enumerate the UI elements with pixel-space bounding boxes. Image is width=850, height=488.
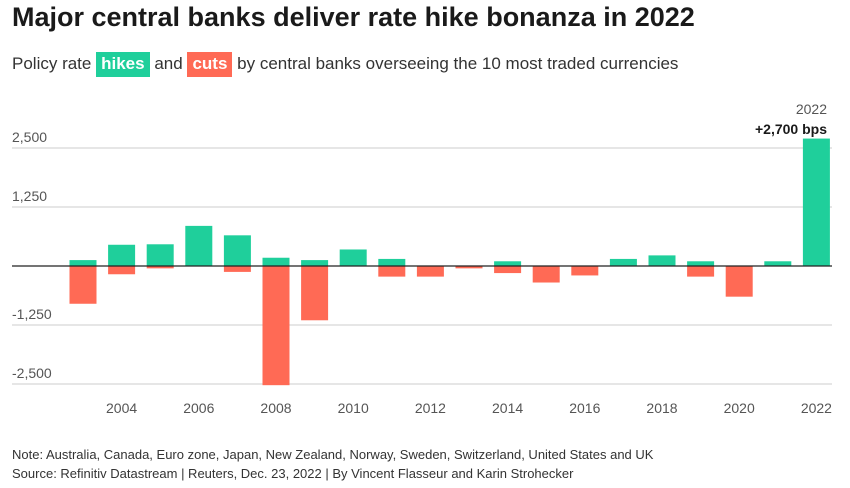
cut-bar (494, 266, 522, 274)
cut-bar (146, 266, 174, 269)
hike-bar (185, 225, 213, 266)
footer-note: Note: Australia, Canada, Euro zone, Japa… (12, 447, 654, 462)
x-tick-label: 2012 (415, 400, 446, 416)
annotation: 2022 +2,700 bps (755, 101, 827, 137)
subtitle-text-start: Policy rate (12, 54, 92, 73)
y-tick-label: -1,250 (12, 306, 52, 322)
subtitle-text-middle: and (154, 54, 183, 73)
annotation-value-label: +2,700 bps (755, 121, 827, 137)
cut-bar (725, 266, 753, 297)
hike-bar (339, 249, 367, 266)
chart-title: Major central banks deliver rate hike bo… (12, 2, 695, 32)
x-tick-label: 2020 (724, 400, 755, 416)
cut-bar (416, 266, 444, 277)
y-tick-label: 2,500 (12, 129, 47, 145)
chart-subtitle: Policy rate hikes and cuts by central ba… (12, 52, 678, 77)
x-tick-label: 2010 (338, 400, 369, 416)
cut-bar (69, 266, 97, 304)
cut-bar (223, 266, 251, 272)
hike-bar (609, 258, 637, 266)
hike-bar (764, 261, 792, 266)
x-tick-label: 2004 (106, 400, 137, 416)
hike-bar (108, 244, 136, 266)
cut-bar (301, 266, 329, 321)
cuts-legend-chip: cuts (187, 52, 233, 77)
hike-bar (494, 261, 522, 266)
gridlines (12, 147, 832, 385)
hike-bar (262, 257, 290, 266)
cut-bar (532, 266, 560, 283)
cut-bar (378, 266, 406, 277)
hikes-legend-chip: hikes (96, 52, 150, 77)
cut-bar (455, 266, 483, 269)
cut-bar (687, 266, 715, 277)
bars (69, 138, 830, 386)
annotation-year-label: 2022 (796, 101, 827, 117)
cut-bar (262, 266, 290, 386)
bar-chart: 2,500 1,250 -1,250 -2,500 2004 2006 2008 2010 20… (12, 101, 832, 416)
hike-bar (378, 258, 406, 266)
chart-footer: Note: Australia, Canada, Euro zone, Japa… (12, 445, 653, 483)
axis-labels: 2,500 1,250 -1,250 -2,500 2004 2006 2008 2010 20… (12, 129, 832, 416)
footer-source: Source: Refinitiv Datastream | Reuters, … (12, 466, 574, 481)
hike-bar (802, 138, 830, 266)
cut-bar (571, 266, 599, 276)
cut-bar (108, 266, 136, 275)
x-tick-label: 2006 (183, 400, 214, 416)
x-tick-label: 2016 (569, 400, 600, 416)
y-tick-label: 1,250 (12, 188, 47, 204)
x-tick-label: 2014 (492, 400, 523, 416)
hike-bar (223, 235, 251, 266)
y-tick-label: -2,500 (12, 365, 52, 381)
x-tick-label: 2022 (801, 400, 832, 416)
hike-bar (146, 244, 174, 266)
x-tick-label: 2008 (260, 400, 291, 416)
hike-bar (69, 260, 97, 266)
x-tick-label: 2018 (646, 400, 677, 416)
hike-bar (648, 255, 676, 266)
hike-bar (687, 261, 715, 266)
subtitle-text-end: by central banks overseeing the 10 most … (237, 54, 679, 73)
hike-bar (301, 260, 329, 266)
